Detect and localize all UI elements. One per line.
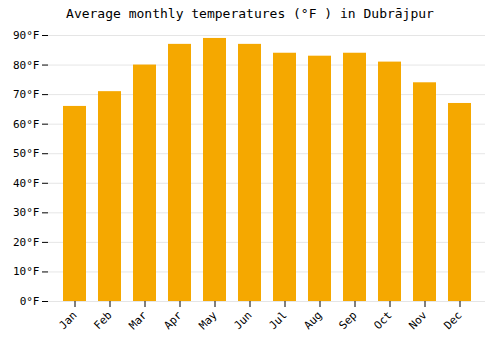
svg-text:Oct: Oct (371, 309, 394, 332)
svg-text:Aug: Aug (301, 309, 324, 332)
svg-text:Jun: Jun (231, 309, 254, 332)
svg-text:70°F: 70°F (13, 88, 40, 101)
svg-text:Feb: Feb (91, 309, 114, 332)
svg-text:Nov: Nov (406, 308, 430, 332)
svg-text:Apr: Apr (161, 308, 185, 332)
svg-text:May: May (196, 308, 220, 332)
svg-text:Jul: Jul (266, 309, 289, 332)
svg-text:90°F: 90°F (13, 29, 40, 42)
svg-text:Jan: Jan (56, 309, 79, 332)
svg-text:80°F: 80°F (13, 59, 40, 72)
svg-text:50°F: 50°F (13, 147, 40, 160)
svg-text:Mar: Mar (126, 308, 150, 332)
svg-text:20°F: 20°F (13, 236, 40, 249)
svg-text:40°F: 40°F (13, 177, 40, 190)
svg-text:Dec: Dec (441, 309, 464, 332)
svg-text:Sep: Sep (336, 309, 359, 332)
svg-text:30°F: 30°F (13, 206, 40, 219)
html-text:Average monthly temperatures (: Average monthly temperatures (°F ) in Du… (66, 6, 434, 21)
svg-text:0°F: 0°F (20, 295, 40, 308)
svg-text:60°F: 60°F (13, 118, 40, 131)
svg-text:10°F: 10°F (13, 265, 40, 278)
